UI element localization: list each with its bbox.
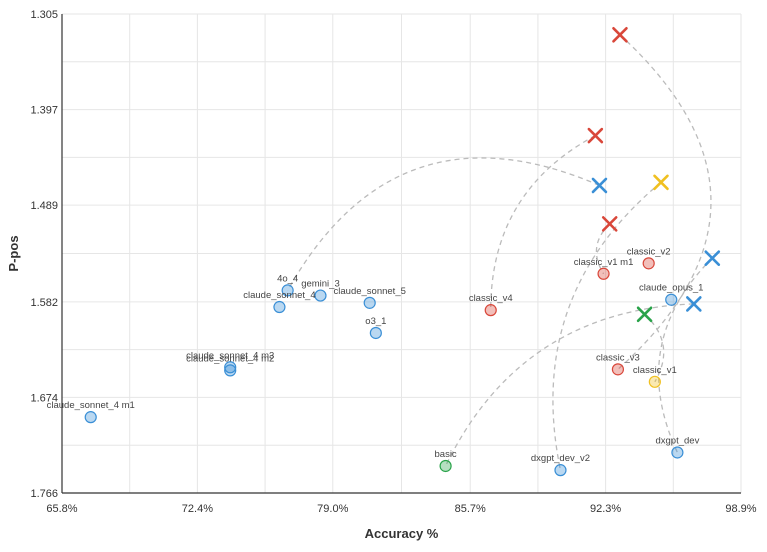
cross-marker <box>653 174 669 191</box>
data-point-label: claude_sonnet_5 <box>334 286 406 297</box>
cross-marker <box>612 26 628 43</box>
data-point-label: gemini_3 <box>301 279 340 290</box>
data-point <box>273 300 286 314</box>
data-point-label: classic_v1 <box>633 365 677 376</box>
x-tick-label: 65.8% <box>46 503 77 515</box>
cross-marker-stroke <box>704 250 721 266</box>
connector-line <box>445 303 694 467</box>
data-point-label: dxgpt_dev <box>655 435 699 446</box>
data-point-label: claude_sonnet_4 <box>243 290 315 301</box>
cross-marker <box>636 306 653 323</box>
data-markers <box>84 26 721 477</box>
data-point <box>554 464 567 477</box>
y-tick-label: 1.489 <box>30 200 58 212</box>
cross-marker-stroke <box>636 306 653 323</box>
data-point-label: 4o_4 <box>277 273 298 284</box>
data-point-label: classic_v2 <box>627 246 671 257</box>
data-point <box>439 459 452 473</box>
data-point-label: dxgpt_dev_v2 <box>531 453 590 464</box>
cross-marker-stroke <box>591 177 608 194</box>
y-tick-label: 1.582 <box>30 297 58 309</box>
cross-marker <box>704 250 721 266</box>
cross-marker <box>591 177 608 194</box>
connector-line <box>657 257 713 453</box>
axes: 65.8% 72.4% 79.0% 85.7% 92.3% 98.9% 1.305 1.397… <box>6 9 757 541</box>
x-axis-title: Accuracy % <box>365 526 439 541</box>
cross-marker <box>587 127 604 144</box>
data-point <box>369 326 382 340</box>
y-tick-label: 1.397 <box>30 105 58 117</box>
data-point-label: classic_v3 <box>596 352 640 363</box>
cross-marker-stroke <box>612 26 628 43</box>
data-point-label: claude_sonnet_4 m3 <box>186 350 274 361</box>
data-point-label: claude_sonnet_4 m1 <box>47 400 135 411</box>
cross-marker <box>686 296 702 312</box>
cross-marker-stroke <box>601 216 618 232</box>
cross-marker-stroke <box>587 127 604 144</box>
data-point <box>484 304 497 317</box>
x-tick-label: 92.3% <box>590 503 621 515</box>
data-point <box>597 267 610 280</box>
cross-marker-stroke <box>686 296 702 312</box>
cross-marker-stroke <box>653 174 669 191</box>
x-tick-label: 79.0% <box>317 503 348 515</box>
connector-line <box>552 181 662 471</box>
data-point <box>665 293 678 306</box>
data-point-label: classic_v4 <box>469 293 513 304</box>
x-tick-label: 98.9% <box>725 503 756 515</box>
x-tick-label: 72.4% <box>182 503 213 515</box>
connector-line <box>287 157 600 291</box>
data-point-label: basic <box>435 449 457 460</box>
connector-line <box>644 313 665 383</box>
y-tick-label: 1.674 <box>30 392 58 404</box>
data-point-label: classic_v1 m1 <box>574 257 634 268</box>
y-tick-label: 1.305 <box>30 9 58 21</box>
data-point-label: claude_sonnet_4 m2 <box>186 353 274 364</box>
data-point <box>314 289 327 302</box>
connector-line <box>617 34 712 370</box>
data-point <box>84 411 97 424</box>
data-point <box>281 284 294 297</box>
data-point-label: claude_opus_1 <box>639 283 703 294</box>
data-point <box>648 375 661 388</box>
data-point <box>671 446 684 459</box>
data-point <box>224 361 237 374</box>
y-axis-title: P-pos <box>6 235 21 271</box>
connector-line <box>595 223 611 275</box>
y-tick-label: 1.766 <box>30 488 58 500</box>
x-tick-label: 85.7% <box>455 503 486 515</box>
data-point <box>363 296 376 309</box>
connector-line <box>490 134 596 311</box>
cross-marker <box>601 216 618 232</box>
data-point-label: o3_1 <box>365 316 386 327</box>
data-point <box>611 363 625 376</box>
connectors <box>287 34 713 471</box>
data-point <box>224 364 237 377</box>
data-point <box>642 257 655 270</box>
